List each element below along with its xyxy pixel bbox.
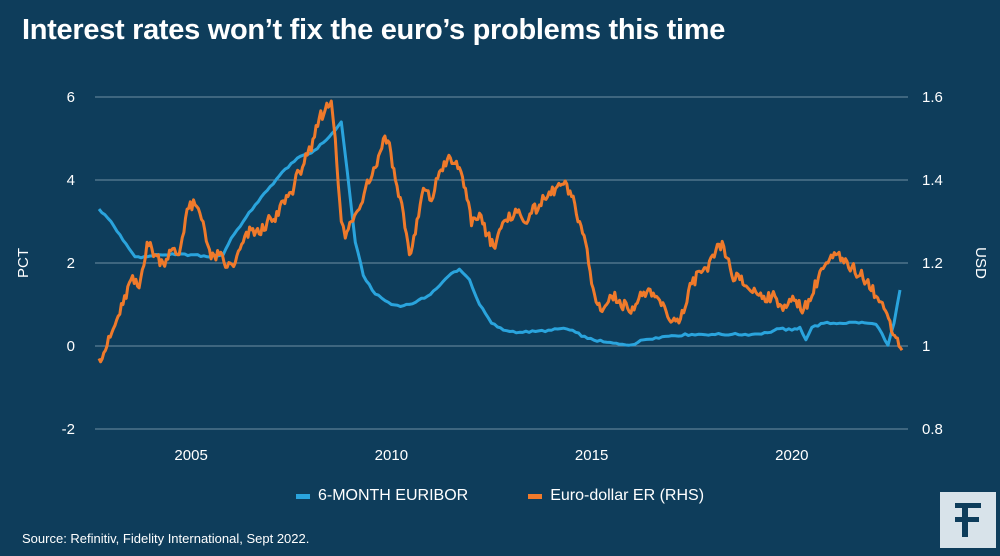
y-left-axis-title: PCT bbox=[15, 248, 32, 278]
legend-swatch-euribor bbox=[295, 493, 310, 499]
fidelity-f-glyph-icon bbox=[955, 503, 981, 537]
y-left-tick-label: 2 bbox=[67, 255, 75, 272]
series-line-euribor bbox=[97, 120, 902, 347]
y-right-tick-label: 1 bbox=[922, 338, 930, 355]
y-right-tick-label: 0.8 bbox=[922, 421, 943, 438]
source-note: Source: Refinitiv, Fidelity Internationa… bbox=[22, 531, 310, 546]
legend-label-eurusd: Euro-dollar ER (RHS) bbox=[550, 487, 705, 504]
y-left-tick-label: 4 bbox=[67, 172, 75, 189]
fidelity-logo-icon bbox=[940, 492, 996, 548]
y-left-tick-label: 0 bbox=[67, 338, 75, 355]
y-right-tick-label: 1.2 bbox=[922, 255, 943, 272]
x-tick-label: 2010 bbox=[375, 447, 408, 464]
legend-swatch-eurusd bbox=[528, 493, 543, 499]
y-right-tick-label: 1.4 bbox=[922, 172, 943, 189]
x-tick-label: 2020 bbox=[775, 447, 808, 464]
y-left-tick-label: 6 bbox=[67, 89, 75, 106]
y-left-tick-label: -2 bbox=[62, 421, 75, 438]
legend-item-eurusd: Euro-dollar ER (RHS) bbox=[528, 487, 704, 505]
legend: 6-MONTH EURIBOR Euro-dollar ER (RHS) bbox=[0, 487, 1000, 505]
series-line-eurusd bbox=[97, 99, 904, 364]
chart-title: Interest rates won’t fix the euro’s prob… bbox=[22, 14, 726, 46]
x-tick-label: 2005 bbox=[174, 447, 207, 464]
legend-label-euribor: 6-MONTH EURIBOR bbox=[317, 487, 469, 504]
y-right-tick-label: 1.6 bbox=[922, 89, 943, 106]
x-tick-label: 2015 bbox=[575, 447, 608, 464]
legend-item-euribor: 6-MONTH EURIBOR bbox=[295, 487, 469, 505]
y-right-axis-title: USD bbox=[972, 247, 989, 279]
